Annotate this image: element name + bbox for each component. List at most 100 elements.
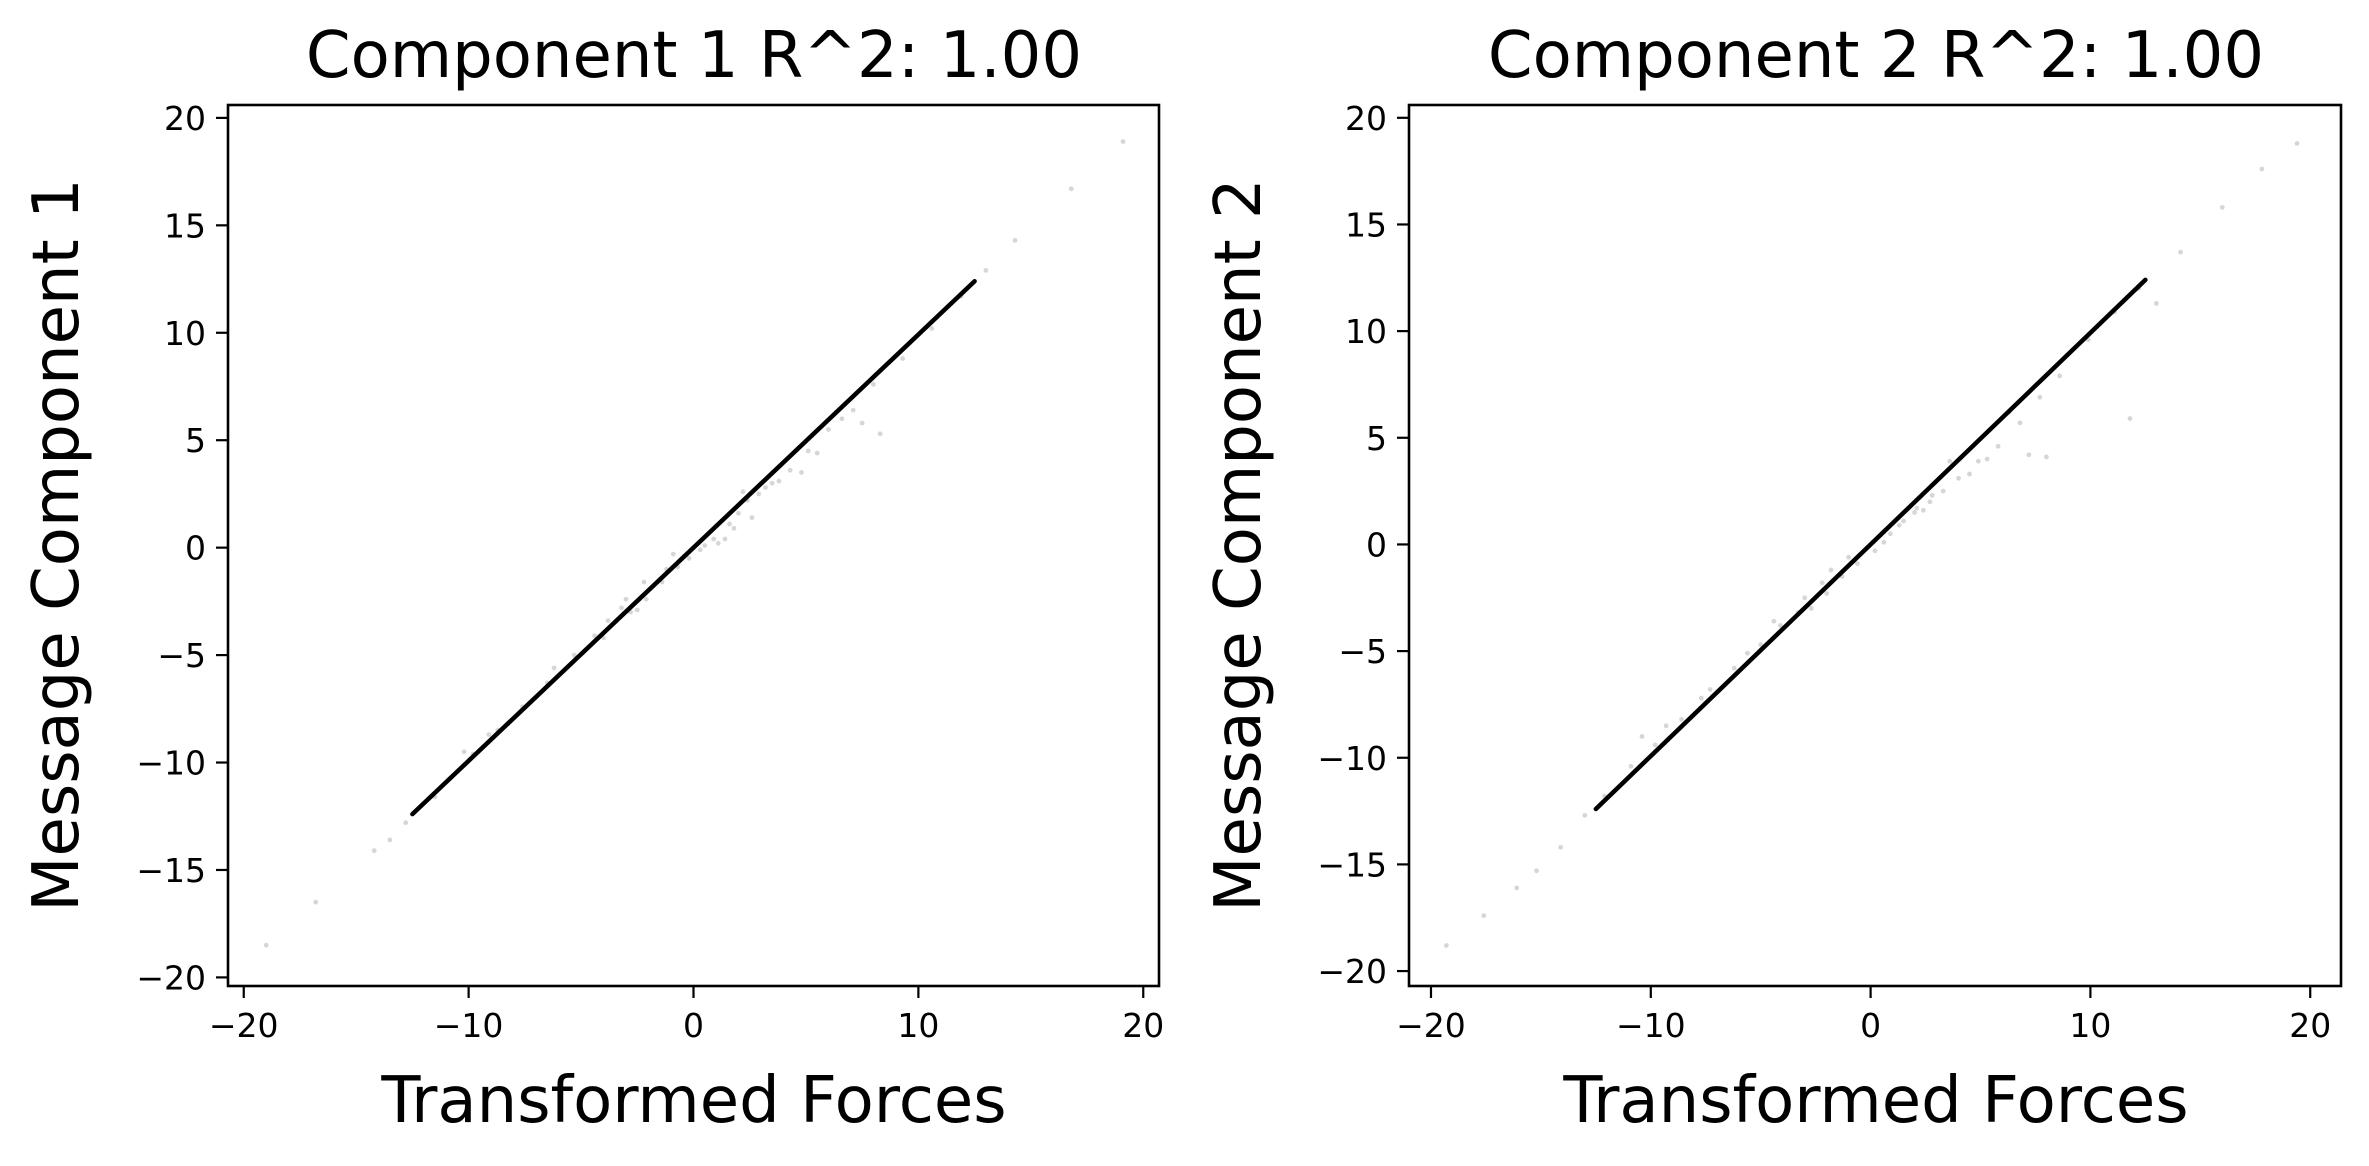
data-point (850, 407, 856, 413)
data-point (634, 607, 640, 613)
data-point (1652, 742, 1658, 748)
y-tick-label: −20 (1317, 952, 1387, 991)
data-point (1824, 591, 1830, 596)
data-point (1984, 456, 1990, 462)
data-point (520, 704, 525, 710)
data-point (1975, 458, 1981, 464)
y-tick-label: 5 (1366, 419, 1387, 458)
data-point (722, 536, 728, 542)
data-point (2044, 454, 2049, 460)
data-point (1068, 186, 1074, 192)
data-point (814, 450, 820, 456)
data-point (659, 579, 665, 585)
data-point (1558, 844, 1564, 850)
data-point (1802, 595, 1808, 601)
data-point (1927, 499, 1933, 505)
data-point (2178, 249, 2183, 255)
y-axis-ticks: −20 −15 −10 −5 0 5 10 15 20 (1317, 99, 1409, 991)
y-axis-label: Message Component 1 (20, 178, 94, 911)
data-point (769, 480, 775, 486)
data-point (1828, 567, 1834, 573)
y-tick-label: −5 (1338, 632, 1387, 671)
data-point (1846, 554, 1852, 560)
data-point (1582, 812, 1588, 818)
x-axis-ticks: −20 −10 0 10 20 (209, 986, 1164, 1045)
data-point (544, 680, 550, 686)
data-point (958, 293, 964, 299)
data-point (551, 665, 557, 671)
data-point (1887, 531, 1893, 537)
dense-point-cluster (410, 278, 977, 817)
data-point (776, 478, 782, 484)
x-tick-label: −20 (1396, 1006, 1466, 1045)
data-point (702, 543, 708, 548)
y-tick-label: 0 (185, 529, 206, 568)
subplot-title: Component 1 R^2: 1.00 (306, 19, 1082, 93)
data-point (871, 381, 876, 387)
data-point (387, 837, 393, 843)
data-point (1947, 458, 1953, 464)
data-point (2006, 409, 2012, 415)
data-point (1778, 623, 1783, 628)
data-point (1481, 913, 1487, 919)
data-point (727, 521, 732, 527)
subplot-component-2: Component 2 R^2: 1.00 −20 −10 0 10 20 −20 −15… (1202, 19, 2343, 1138)
data-point (711, 536, 717, 542)
data-point (877, 431, 883, 437)
data-point (1707, 687, 1713, 692)
data-point (643, 596, 649, 602)
x-tick-label: −20 (209, 1006, 279, 1045)
y-axis-ticks: −20 −15 −10 −5 0 5 10 15 20 (136, 99, 228, 997)
data-point (1896, 522, 1902, 528)
data-point (1679, 716, 1684, 722)
x-axis-label: Transformed Forces (1562, 1064, 2188, 1138)
data-point (371, 848, 377, 854)
data-point (1514, 885, 1520, 891)
y-tick-label: −15 (136, 851, 206, 890)
data-point (470, 751, 476, 757)
data-point (1602, 793, 1608, 799)
data-point (628, 609, 633, 615)
data-point (403, 820, 409, 826)
data-point (2136, 286, 2142, 291)
data-point (1663, 723, 1669, 729)
y-tick-label: 10 (1345, 312, 1387, 351)
x-tick-label: 10 (2069, 1006, 2111, 1045)
data-point (2017, 420, 2023, 426)
y-tick-label: −10 (1317, 739, 1387, 778)
data-point (2127, 416, 2133, 421)
data-point (592, 633, 597, 639)
data-point (805, 448, 811, 454)
data-point (2153, 300, 2159, 306)
data-point (763, 485, 768, 490)
data-point (1901, 518, 1906, 524)
data-point (1920, 507, 1926, 513)
y-tick-label: −5 (157, 636, 206, 675)
data-point (641, 579, 647, 585)
x-axis-label: Transformed Forces (380, 1064, 1006, 1138)
x-tick-label: −10 (1616, 1006, 1686, 1045)
y-tick-label: 10 (164, 314, 206, 353)
data-point (619, 605, 624, 611)
data-point (623, 596, 629, 602)
data-point (1967, 471, 1972, 477)
y-tick-label: 15 (164, 206, 206, 245)
data-point (2057, 373, 2063, 379)
x-tick-label: 0 (1860, 1006, 1881, 1045)
data-point (2085, 337, 2091, 343)
plot-area (263, 139, 1126, 948)
data-point (1771, 618, 1777, 624)
data-point (2112, 309, 2117, 315)
data-point (1698, 695, 1704, 701)
data-point (2037, 394, 2043, 400)
y-tick-label: −10 (136, 744, 206, 783)
data-point (1534, 868, 1539, 874)
y-tick-label: 15 (1345, 205, 1387, 244)
data-point (983, 268, 989, 273)
data-point (1912, 510, 1917, 515)
data-point (839, 416, 845, 422)
data-point (2259, 166, 2265, 172)
data-point (313, 899, 319, 905)
y-tick-label: 5 (185, 421, 206, 460)
